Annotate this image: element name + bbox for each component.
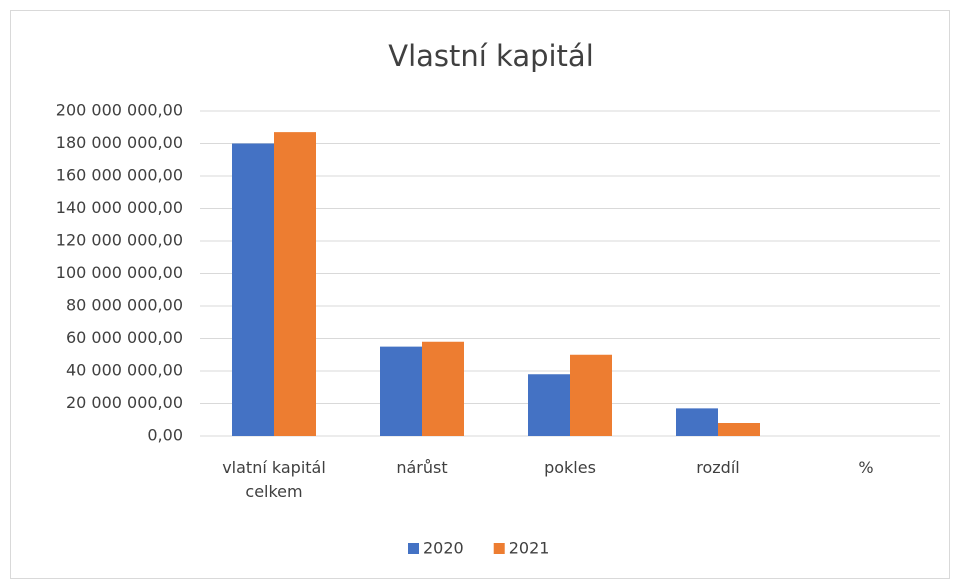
bar	[718, 423, 760, 436]
y-tick-label: 180 000 000,00	[56, 133, 183, 152]
y-tick-label: 100 000 000,00	[56, 263, 183, 282]
y-tick-label: 20 000 000,00	[66, 393, 183, 412]
bar	[422, 341, 464, 436]
bar	[380, 346, 422, 436]
bar	[676, 408, 718, 436]
x-tick-label: vlatní kapitál celkem	[222, 458, 326, 501]
legend-label: 2020	[423, 539, 464, 558]
x-tick-label: rozdíl	[696, 458, 740, 477]
y-tick-label: 140 000 000,00	[56, 198, 183, 217]
legend-label: 2021	[509, 539, 550, 558]
bar	[570, 354, 612, 436]
chart-border	[10, 10, 950, 579]
bar	[274, 132, 316, 436]
x-tick-label: nárůst	[396, 458, 448, 477]
y-tick-label: 200 000 000,00	[56, 101, 183, 120]
bar	[528, 374, 570, 436]
x-tick-label: %	[858, 458, 874, 477]
bar	[232, 143, 274, 436]
y-tick-label: 0,00	[147, 426, 183, 445]
y-tick-label: 60 000 000,00	[66, 328, 183, 347]
y-tick-label: 160 000 000,00	[56, 166, 183, 185]
x-tick-label: pokles	[544, 458, 596, 477]
y-tick-label: 40 000 000,00	[66, 361, 183, 380]
chart-title: Vlastní kapitál	[388, 39, 594, 73]
legend-swatch	[408, 543, 419, 554]
y-tick-label: 80 000 000,00	[66, 296, 183, 315]
legend-swatch	[493, 543, 505, 554]
y-tick-label: 120 000 000,00	[56, 231, 183, 250]
